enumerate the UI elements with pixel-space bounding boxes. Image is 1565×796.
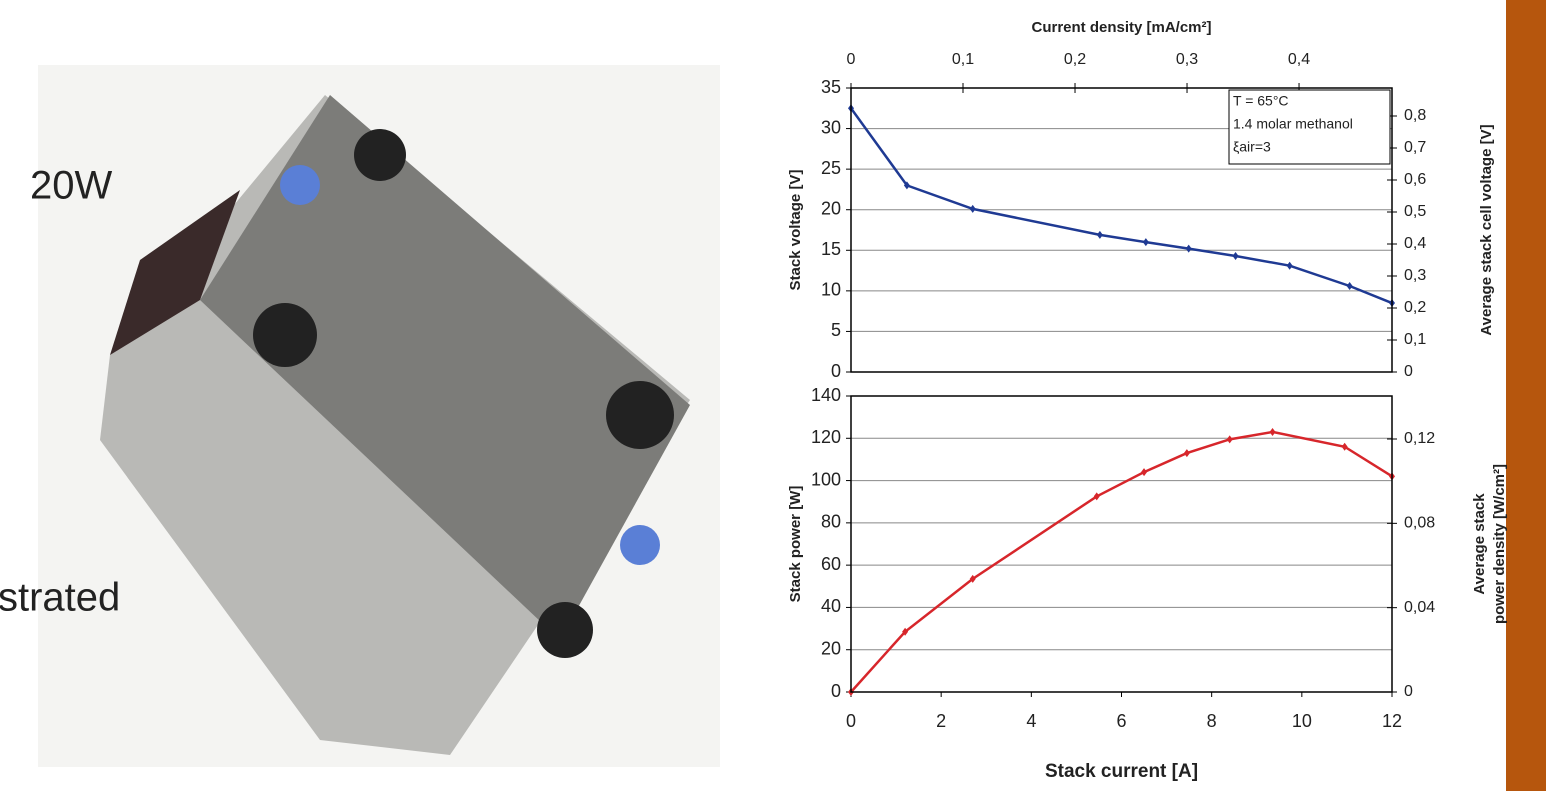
x-axis-label: Stack current [A]: [1045, 761, 1198, 782]
y-tick-label: 60: [821, 554, 841, 574]
series-line: [850, 430, 1393, 693]
data-point: [1142, 238, 1149, 247]
data-point: [903, 181, 910, 190]
y-tick-label: 10: [821, 280, 841, 300]
plot-frame: [850, 395, 1393, 693]
side-bar: [1506, 0, 1546, 791]
slide-text: strated: [0, 576, 120, 620]
data-point: [1341, 442, 1348, 451]
x-tick-label: 2: [936, 711, 946, 731]
plot-frame: [850, 87, 1393, 373]
data-point: [969, 574, 976, 583]
y-tick-label: 40: [821, 596, 841, 616]
y2-axis-label: Average stack cell voltage [V]: [1478, 124, 1495, 335]
x2-axis-label: Current density [mA/cm²]: [1031, 19, 1211, 36]
y-tick-label: 25: [821, 158, 841, 178]
x-tick-label: 10: [1292, 711, 1312, 731]
photo: [100, 95, 690, 755]
x-tick-label: 4: [1026, 711, 1036, 731]
y2-tick-label: 0,12: [1404, 430, 1435, 447]
annotation-box: [1228, 89, 1391, 165]
y2-tick-label: 0,8: [1404, 107, 1426, 124]
y-tick-label: 120: [811, 427, 841, 447]
data-point: [969, 204, 976, 213]
data-point: [1269, 427, 1276, 436]
x2-tick-label: 0: [847, 51, 856, 68]
y2-tick-label: 0,04: [1404, 599, 1435, 616]
x2-tick-label: 0,2: [1064, 51, 1086, 68]
x-tick-label: 0: [846, 711, 856, 731]
slide-text: 20W: [30, 164, 112, 208]
y-tick-label: 100: [811, 469, 841, 489]
y-tick-label: 140: [811, 385, 841, 405]
y2-tick-label: 0: [1404, 363, 1413, 380]
y-tick-label: 80: [821, 512, 841, 532]
data-point: [1232, 251, 1239, 260]
data-point: [1183, 449, 1190, 458]
y-tick-label: 20: [821, 198, 841, 218]
x2-tick-label: 0,4: [1288, 51, 1310, 68]
annotation: 1.4 molar methanol: [1233, 116, 1353, 132]
y-tick-label: 0: [831, 681, 841, 701]
annotation: T = 65°C: [1233, 93, 1289, 109]
data-point: [1286, 261, 1293, 270]
data-point: [902, 627, 909, 636]
y-tick-label: 15: [821, 239, 841, 259]
data-point: [1093, 492, 1100, 501]
data-point: [1096, 230, 1103, 239]
x-tick-label: 6: [1116, 711, 1126, 731]
x-tick-label: 12: [1382, 711, 1402, 731]
y2-tick-label: 0,3: [1404, 267, 1426, 284]
y2-tick-label: 0,1: [1404, 331, 1426, 348]
data-point: [1185, 244, 1192, 253]
series-line: [849, 107, 1393, 305]
y-tick-label: 20: [821, 638, 841, 658]
y2-tick-label: 0,4: [1404, 235, 1426, 252]
y-tick-label: 0: [831, 361, 841, 381]
y-tick-label: 5: [831, 320, 841, 340]
y2-tick-label: 0,6: [1404, 171, 1426, 188]
y2-tick-label: 0: [1404, 683, 1413, 700]
y2-tick-label: 0,08: [1404, 515, 1435, 532]
y-axis-label: Stack voltage [V]: [787, 170, 804, 291]
y2-tick-label: 0,2: [1404, 299, 1426, 316]
data-point: [1346, 281, 1353, 290]
data-point: [1226, 435, 1233, 444]
y2-tick-label: 0,5: [1404, 203, 1426, 220]
y-tick-label: 30: [821, 117, 841, 137]
y-axis-label: Stack power [W]: [787, 486, 804, 603]
x-tick-label: 8: [1207, 711, 1217, 731]
x2-tick-label: 0,3: [1176, 51, 1198, 68]
x2-tick-label: 0,1: [952, 51, 974, 68]
data-point: [1141, 468, 1148, 477]
y-tick-label: 35: [821, 77, 841, 97]
y2-axis-label: Average stack: [1471, 493, 1488, 595]
y2-axis-label: power density [W/cm²]: [1491, 464, 1508, 624]
y2-tick-label: 0,7: [1404, 139, 1426, 156]
annotation: ξair=3: [1233, 139, 1271, 155]
